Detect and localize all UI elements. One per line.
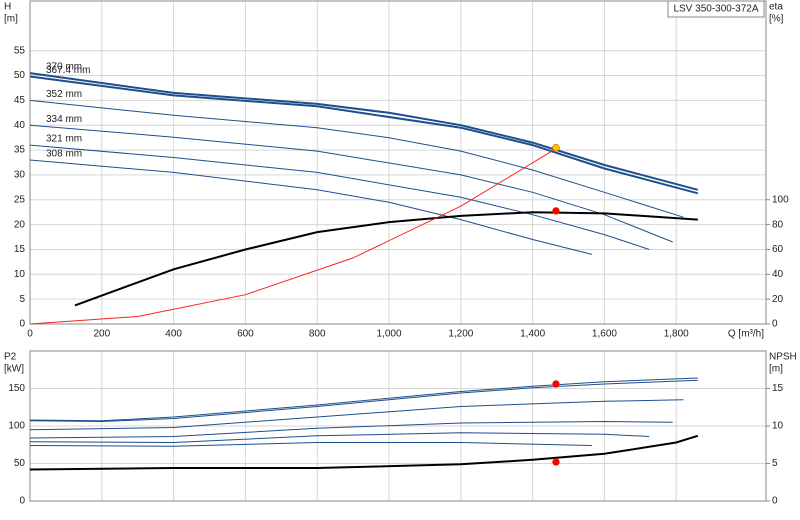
- curve-label: 367.4 mm: [46, 65, 90, 76]
- x-tick-label: 1,200: [448, 329, 473, 340]
- x-tick-label: 200: [93, 329, 110, 340]
- y2-tick-label: 80: [772, 219, 784, 230]
- chart-title: LSV 350-300-372A: [673, 4, 758, 15]
- x-tick-label: 0: [27, 329, 33, 340]
- curve: [29, 159, 593, 255]
- y2-tick-label: 10: [772, 421, 784, 432]
- y-tick-label: 40: [14, 120, 26, 131]
- y-tick-label: 0: [19, 496, 25, 507]
- y-axis-unit: [m]: [4, 14, 18, 25]
- curve: [29, 377, 698, 422]
- curve-label: 370 mm: [46, 62, 82, 73]
- curve: [29, 147, 559, 325]
- duty-point: [552, 380, 560, 388]
- curve: [29, 144, 650, 250]
- curve-label: 308 mm: [46, 149, 82, 160]
- y2-tick-label: 0: [772, 319, 778, 330]
- curve: [29, 75, 699, 195]
- curve: [29, 99, 684, 218]
- duty-point: [552, 458, 560, 466]
- curve: [29, 399, 684, 431]
- y-tick-label: 100: [8, 421, 25, 432]
- y-tick-label: 35: [14, 145, 26, 156]
- curve: [29, 434, 699, 471]
- curve: [74, 211, 698, 307]
- x-tick-label: 1,400: [520, 329, 545, 340]
- curve-label: 321 mm: [46, 134, 82, 145]
- x-tick-label: 1,600: [592, 329, 617, 340]
- curve: [29, 432, 650, 444]
- y-tick-label: 5: [19, 294, 25, 305]
- plot-frame: [29, 0, 767, 325]
- y-tick-label: 20: [14, 219, 26, 230]
- y2-tick-label: 5: [772, 458, 778, 469]
- x-tick-label: 800: [309, 329, 326, 340]
- y2-tick-label: 20: [772, 294, 784, 305]
- y-axis-unit: [kW]: [4, 364, 24, 375]
- x-tick-label: 1,800: [664, 329, 689, 340]
- y-axis-label: H: [4, 2, 11, 13]
- curve: [29, 379, 698, 423]
- curve: [29, 442, 592, 447]
- curve: [29, 124, 673, 243]
- y-tick-label: 25: [14, 194, 26, 205]
- x-tick-label: 600: [237, 329, 254, 340]
- title-box: [667, 0, 765, 18]
- curve: [29, 420, 673, 439]
- duty-point: [552, 207, 560, 215]
- y2-tick-label: 100: [772, 194, 789, 205]
- y-axis-label: P2: [4, 352, 17, 363]
- y2-tick-label: 40: [772, 269, 784, 280]
- y2-axis-label: eta: [769, 2, 783, 13]
- y-tick-label: 30: [14, 170, 26, 181]
- y2-axis-label: NPSH: [769, 352, 797, 363]
- x-tick-label: 1,000: [377, 329, 402, 340]
- curve-label: 352 mm: [46, 89, 82, 100]
- duty-point: [552, 143, 560, 152]
- curve-label: 334 mm: [46, 114, 82, 125]
- y-tick-label: 0: [19, 319, 25, 330]
- y2-tick-label: 0: [772, 496, 778, 507]
- y2-tick-label: 60: [772, 244, 784, 255]
- y-tick-label: 50: [14, 70, 26, 81]
- y-tick-label: 150: [8, 383, 25, 394]
- y-tick-label: 15: [14, 244, 26, 255]
- x-tick-label: 400: [165, 329, 182, 340]
- y2-axis-unit: [m]: [769, 364, 783, 375]
- y-tick-label: 45: [14, 95, 26, 106]
- y-tick-label: 55: [14, 45, 26, 56]
- y-tick-label: 10: [14, 269, 26, 280]
- y2-tick-label: 15: [772, 383, 784, 394]
- curve: [29, 72, 699, 191]
- x-axis-label: Q [m³/h]: [728, 329, 764, 340]
- y2-axis-unit: [%]: [769, 14, 784, 25]
- y-tick-label: 50: [14, 458, 26, 469]
